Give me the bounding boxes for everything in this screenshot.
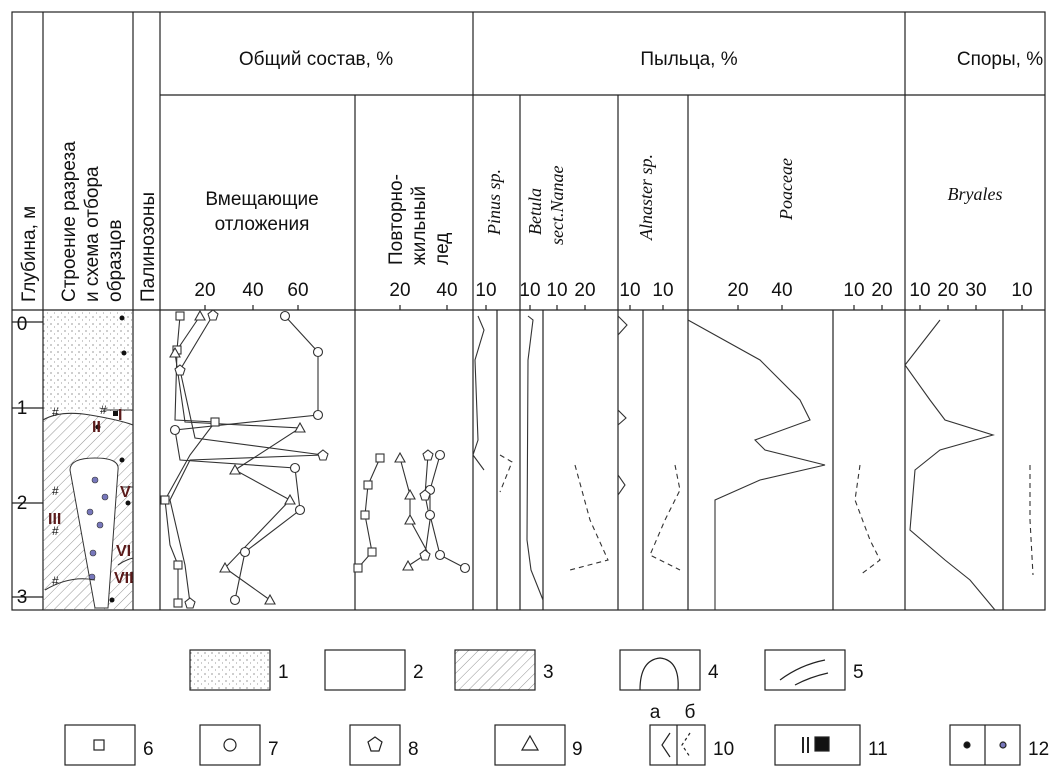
legend-sub: а — [650, 702, 661, 723]
legend-label: 9 — [572, 739, 583, 760]
header-label: Повторно- — [386, 174, 407, 265]
tick-label: 10 — [546, 280, 567, 301]
header-label: Палинозоны — [138, 192, 159, 302]
header-label: и схема отбора — [82, 166, 103, 302]
tick-label: 10 — [519, 280, 540, 301]
svg-text:#: # — [52, 484, 59, 498]
header-label: Строение разреза — [59, 141, 80, 302]
tick-label: 40 — [436, 280, 457, 301]
svg-text:#: # — [52, 524, 59, 538]
tick-label: 10 — [1011, 280, 1032, 301]
header-label: отложения — [215, 214, 310, 235]
legend-label: 11 — [868, 739, 888, 760]
tick-label: 10 — [619, 280, 640, 301]
legend-label: 5 — [853, 662, 864, 683]
tick-label: 20 — [194, 280, 215, 301]
header-label: образцов — [105, 220, 126, 302]
legend-label: 6 — [143, 739, 154, 760]
tick-label: 20 — [727, 280, 748, 301]
tick-label: 60 — [287, 280, 308, 301]
tick-label: 40 — [771, 280, 792, 301]
legend-swatches — [64, 649, 1021, 766]
taxon-label: Alnaster sp. — [636, 154, 656, 241]
tick-label: 20 — [871, 280, 892, 301]
legend-label: 8 — [408, 739, 419, 760]
tick-label: 10 — [475, 280, 496, 301]
legend-label: 2 — [413, 662, 424, 683]
legend-label: 3 — [543, 662, 554, 683]
header-label: лед — [432, 233, 453, 265]
zone-label: VII — [114, 570, 134, 587]
tick-label: 10 — [652, 280, 673, 301]
tick-label: 10 — [909, 280, 930, 301]
tick-label: 40 — [242, 280, 263, 301]
legend-label: 7 — [268, 739, 279, 760]
svg-text:#: # — [52, 574, 59, 588]
tick-label: 20 — [389, 280, 410, 301]
taxon-label: Bryales — [948, 184, 1003, 204]
tick-label: 20 — [574, 280, 595, 301]
section-column: ##### — [42, 311, 134, 610]
depth-label: 2 — [17, 493, 28, 514]
depth-label: 0 — [17, 314, 28, 335]
taxon-label: Betula — [525, 188, 545, 235]
legend-label: 12 — [1028, 739, 1049, 760]
tick-label: 20 — [937, 280, 958, 301]
ice-wedge-curves — [353, 449, 471, 574]
tick-label: 10 — [843, 280, 864, 301]
group-label: Споры, % — [957, 49, 1043, 70]
zone-label: III — [48, 511, 61, 528]
zone-label: VI — [116, 543, 131, 560]
group-label: Общий состав, % — [239, 49, 393, 70]
depth-label: 1 — [17, 398, 28, 419]
zone-label: I — [118, 407, 122, 424]
zone-label: II — [92, 419, 101, 436]
tick-label: 30 — [965, 280, 986, 301]
taxon-label: Poaceae — [776, 158, 796, 221]
svg-text:#: # — [52, 405, 59, 419]
header-label: жильный — [409, 186, 430, 265]
legend-sub: б — [685, 702, 696, 723]
legend-label: 1 — [278, 662, 289, 683]
zone-label: V — [120, 484, 131, 501]
legend-label: 10 — [713, 739, 734, 760]
header-label: Глубина, м — [19, 206, 40, 302]
legend-label: 4 — [708, 662, 719, 683]
header-label: Вмещающие — [205, 189, 318, 210]
host-sediment-curves — [160, 309, 329, 609]
taxon-label: Pinus sp. — [484, 169, 504, 236]
taxon-label: sect.Nanae — [547, 166, 567, 245]
depth-label: 3 — [17, 587, 28, 608]
group-label: Пыльца, % — [640, 49, 737, 70]
pollen-curves — [472, 315, 1034, 611]
